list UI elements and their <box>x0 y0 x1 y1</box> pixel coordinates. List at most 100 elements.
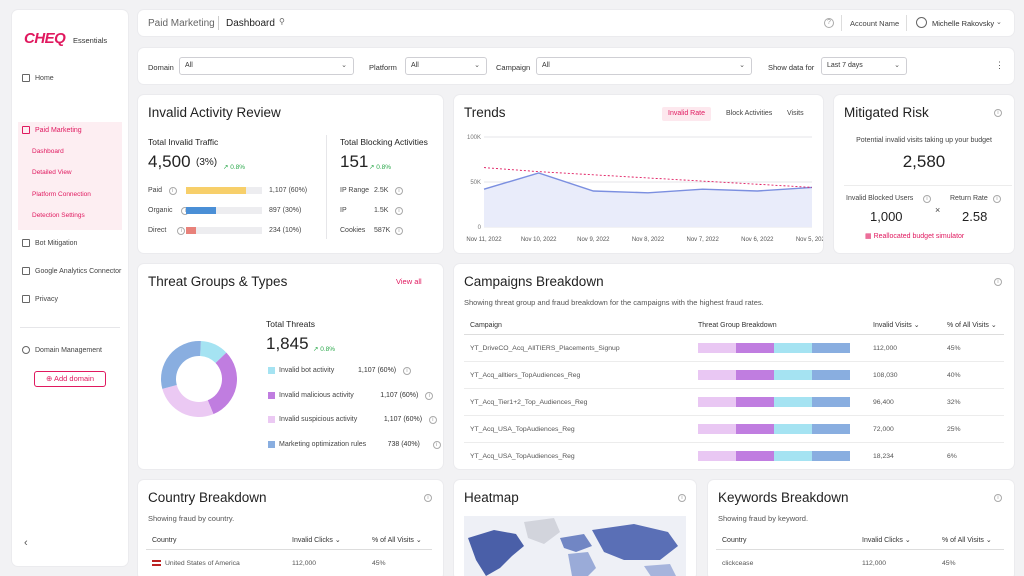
view-all-link[interactable]: View all <box>396 277 422 286</box>
campaign-select[interactable]: All ⌄ <box>536 57 752 75</box>
y-tick-label: 100K <box>467 135 481 141</box>
column-header-pct-visits[interactable]: % of All Visits ⌄ <box>941 316 1004 335</box>
column-header-pct-visits[interactable]: % of All Visits ⌄ <box>936 531 1004 550</box>
table-row[interactable]: YT_Acq_Tier1+2_Top_Audiences_Reg 96,400 32… <box>464 388 1004 416</box>
legend-value: 738 (40%) <box>387 440 420 448</box>
sidebar-item-bot-mitigation[interactable]: Bot Mitigation <box>22 239 77 247</box>
breakdown-segment-1 <box>736 451 774 461</box>
info-icon[interactable]: i <box>177 227 186 235</box>
info-icon[interactable]: i <box>923 195 931 203</box>
return-rate-label: Return Rate <box>950 195 988 202</box>
pct-visits-cell: 45% <box>941 334 1004 362</box>
traffic-bar-track <box>186 207 262 214</box>
table-row[interactable]: YT_Acq_USA_TopAudiences_Reg 18,234 6% <box>464 442 1004 469</box>
traffic-value: 897 (30%) <box>269 207 302 214</box>
info-icon[interactable]: i <box>994 278 1002 286</box>
invalid-activity-card: Invalid Activity Review Total Invalid Tr… <box>138 95 443 253</box>
more-options-icon[interactable]: ⋮ <box>995 60 1004 70</box>
sidebar-item-privacy[interactable]: Privacy <box>22 295 58 303</box>
domain-select[interactable]: All ⌄ <box>179 57 354 75</box>
info-icon[interactable]: i <box>994 109 1002 117</box>
invalid-visits-cell: 112,000 <box>867 334 941 362</box>
table-row[interactable]: YT_Acq_USA_TopAudiences_Reg 72,000 25% <box>464 415 1004 443</box>
info-icon[interactable]: i <box>993 195 1001 203</box>
paid-marketing-icon <box>22 126 30 134</box>
platform-select[interactable]: All ⌄ <box>405 57 487 75</box>
sidebar-item-home[interactable]: Home <box>22 74 54 82</box>
x-tick-label: Nov 5, 2022 <box>796 237 823 243</box>
add-domain-button[interactable]: ⊕ Add domain <box>34 371 106 387</box>
info-icon[interactable]: i <box>424 494 432 502</box>
sidebar-item-domain-management[interactable]: Domain Management <box>22 346 102 354</box>
sidebar-subitem-dashboard[interactable]: Dashboard <box>32 148 64 155</box>
budget-simulator-label: Reallocated budget simulator <box>873 233 965 240</box>
sort-icon: ⌄ <box>415 537 422 544</box>
chevron-down-icon: ⌄ <box>894 62 900 69</box>
header-label: Invalid Clicks <box>292 537 333 544</box>
pin-icon[interactable]: ⚲ <box>279 17 285 26</box>
table-header-row: Country Invalid Clicks ⌄ % of All Visits… <box>146 531 432 550</box>
column-header-invalid-visits[interactable]: Invalid Visits ⌄ <box>867 316 941 335</box>
world-heatmap[interactable] <box>464 516 686 576</box>
privacy-icon <box>22 295 30 303</box>
table-row[interactable]: YT_Acq_alltiers_TopAudiences_Reg 108,030 4… <box>464 361 1004 389</box>
sidebar-subitem-detailed-view[interactable]: Detailed View <box>32 169 72 176</box>
tab-block-activities[interactable]: Block Activities <box>726 110 773 117</box>
table-row[interactable]: clickcease 112,000 45% <box>716 549 1004 576</box>
info-icon[interactable]: i <box>678 494 686 502</box>
table-header-row: Country Invalid Clicks ⌄ % of All Visits… <box>716 531 1004 550</box>
info-icon[interactable]: i <box>432 440 441 449</box>
sidebar-item-paid-marketing[interactable]: Paid Marketing <box>22 126 82 134</box>
info-icon[interactable]: i <box>428 416 437 424</box>
budget-simulator-link[interactable]: ▦ Reallocated budget simulator <box>865 232 964 240</box>
header-divider <box>841 15 842 31</box>
table-row[interactable]: United States of America 112,000 45% <box>146 549 432 576</box>
user-name[interactable]: Michelle Rakovsky <box>932 19 995 28</box>
column-header-pct-visits[interactable]: % of All Visits ⌄ <box>366 531 432 550</box>
pct-cell: 45% <box>366 549 432 576</box>
card-title: Country Breakdown <box>148 490 267 505</box>
info-icon[interactable]: i <box>994 494 1002 502</box>
tab-invalid-rate[interactable]: Invalid Rate <box>662 107 711 121</box>
traffic-bar-fill <box>186 207 216 214</box>
info-icon[interactable]: i <box>395 227 403 235</box>
date-range-select[interactable]: Last 7 days ⌄ <box>821 57 907 75</box>
sidebar-subitem-detection-settings[interactable]: Detection Settings <box>32 212 85 219</box>
card-title: Mitigated Risk <box>844 105 929 120</box>
pct-cell: 45% <box>936 549 1004 576</box>
info-icon[interactable]: i <box>403 367 411 375</box>
series-line-invalid-rate <box>483 172 813 194</box>
account-name[interactable]: Account Name <box>850 19 900 28</box>
sidebar-item-ga-connector[interactable]: Google Analytics Connector <box>22 267 121 275</box>
table-row[interactable]: YT_DriveCO_Acq_AllTIERS_Placements_Signu… <box>464 334 1004 362</box>
campaign-name-cell: YT_DriveCO_Acq_AllTIERS_Placements_Signu… <box>464 334 692 362</box>
blocking-value: 2.5K <box>374 187 389 194</box>
collapse-sidebar-icon[interactable]: ‹ <box>24 537 28 549</box>
column-header-invalid-clicks[interactable]: Invalid Clicks ⌄ <box>286 531 366 550</box>
legend-label: Marketing optimization rules <box>279 440 367 448</box>
sidebar-subitem-platform-connection[interactable]: Platform Connection <box>32 191 91 198</box>
column-header-invalid-clicks[interactable]: Invalid Clicks ⌄ <box>856 531 936 550</box>
pct-visits-cell: 40% <box>941 361 1004 389</box>
cheq-logo[interactable]: CHEQ <box>24 30 66 47</box>
sidebar-item-label: Google Analytics Connector <box>35 267 122 275</box>
breakdown-segment-2 <box>774 370 812 380</box>
platform-filter-label: Platform <box>369 63 397 72</box>
donut-slice-3 <box>161 341 201 389</box>
breakdown-segment-1 <box>736 370 774 380</box>
chevron-down-icon[interactable]: ⌄ <box>996 19 1002 26</box>
info-icon[interactable]: i <box>425 391 434 400</box>
breadcrumb-section[interactable]: Paid Marketing <box>148 18 215 29</box>
legend-value: 1,107 (60%) <box>380 391 419 399</box>
tab-visits[interactable]: Visits <box>787 110 804 117</box>
info-icon[interactable]: i <box>395 187 403 195</box>
help-icon[interactable]: ? <box>824 18 834 28</box>
x-tick-label: Nov 7, 2022 <box>686 237 719 243</box>
calculator-icon: ▦ <box>865 233 872 240</box>
info-icon[interactable]: i <box>168 187 177 195</box>
info-icon[interactable]: i <box>395 207 403 215</box>
total-invalid-label: Total Invalid Traffic <box>148 137 219 147</box>
date-range-select-value: Last 7 days <box>827 62 863 69</box>
traffic-source-label: Organic <box>148 207 173 214</box>
home-icon <box>22 74 30 82</box>
